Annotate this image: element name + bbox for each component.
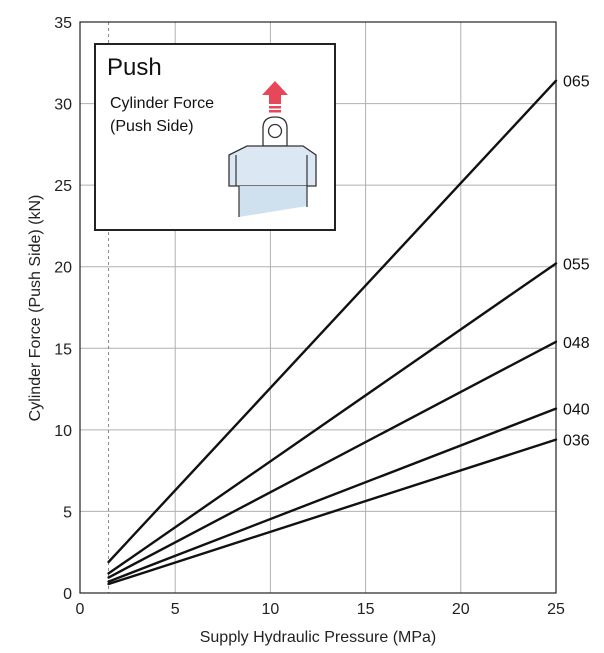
x-tick-label: 25 bbox=[547, 601, 565, 618]
series-line-055 bbox=[107, 262, 558, 575]
x-tick-label: 10 bbox=[262, 601, 280, 618]
y-tick-label: 0 bbox=[63, 586, 72, 603]
series-labels: 065 055 048 040 036 bbox=[563, 74, 590, 450]
y-axis-title: Cylinder Force (Push Side) (kN) bbox=[27, 195, 44, 422]
x-tick-label: 0 bbox=[76, 601, 85, 618]
x-axis-title: Supply Hydraulic Pressure (MPa) bbox=[200, 629, 437, 646]
x-tick-label: 15 bbox=[357, 601, 375, 618]
series-label-036: 036 bbox=[563, 433, 590, 450]
series-label-048: 048 bbox=[563, 335, 590, 352]
y-tick-labels: 0 5 10 15 20 25 30 35 bbox=[54, 15, 72, 603]
inset-subtitle-line2: (Push Side) bbox=[110, 118, 194, 135]
series-line-065 bbox=[107, 79, 558, 564]
y-tick-label: 30 bbox=[54, 97, 72, 114]
y-tick-label: 25 bbox=[54, 178, 72, 195]
series-lines bbox=[107, 79, 558, 586]
series-label-055: 055 bbox=[563, 256, 590, 273]
series-line-048 bbox=[107, 340, 558, 579]
x-tick-label: 5 bbox=[171, 601, 180, 618]
y-tick-label: 5 bbox=[63, 504, 72, 521]
x-tick-label: 20 bbox=[452, 601, 470, 618]
plot-frame bbox=[79, 21, 557, 594]
inset-box: Push Cylinder Force (Push Side) bbox=[94, 43, 336, 231]
y-tick-label: 20 bbox=[54, 260, 72, 277]
series-label-040: 040 bbox=[563, 402, 590, 419]
cylinder-push-icon bbox=[228, 81, 317, 217]
push-arrow-icon bbox=[262, 81, 288, 113]
y-tick-label: 15 bbox=[54, 341, 72, 358]
x-tick-labels: 0 5 10 15 20 25 bbox=[76, 601, 565, 618]
series-label-065: 065 bbox=[563, 74, 590, 91]
inset-subtitle-line1: Cylinder Force bbox=[110, 95, 214, 112]
series-line-036 bbox=[107, 438, 558, 586]
y-tick-label: 35 bbox=[54, 15, 72, 32]
y-tick-label: 10 bbox=[54, 423, 72, 440]
series-line-040 bbox=[107, 407, 558, 583]
inset-title: Push bbox=[107, 54, 162, 81]
